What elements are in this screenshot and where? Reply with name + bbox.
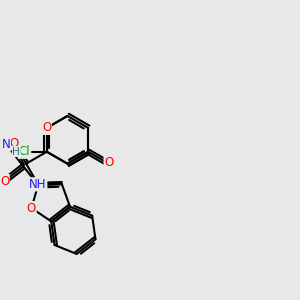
Text: O: O [104,156,113,169]
Text: Cl: Cl [18,145,30,158]
Text: O: O [0,175,9,188]
Text: H: H [12,146,20,157]
Text: NH: NH [29,178,47,191]
Text: O: O [10,136,19,149]
Text: N: N [2,138,11,151]
Text: O: O [27,202,36,214]
Text: O: O [42,122,51,134]
